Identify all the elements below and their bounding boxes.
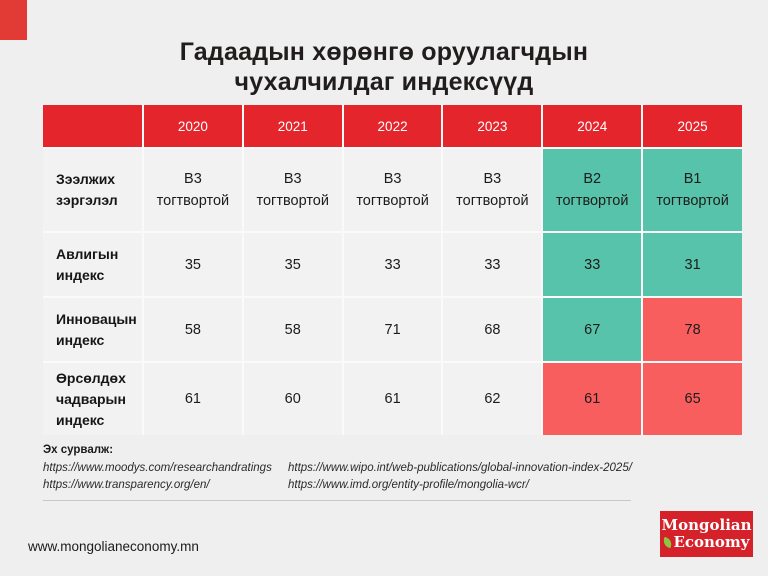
page-title-line1: Гадаадын хөрөнгө оруулагчдын	[179, 38, 589, 66]
table-cell: B3 тогтвортой	[441, 147, 544, 233]
sources-column-right: https://www.wipo.int/web-publications/gl…	[288, 460, 723, 494]
source-url-imd: https://www.imd.org/entity-profile/mongo…	[288, 479, 529, 491]
cell-subtext: тогтвортой	[356, 193, 429, 209]
table-cell: B3 тогтвортой	[142, 147, 244, 233]
sources-block: Эх сурвалж: https://www.moodys.com/resea…	[43, 444, 723, 494]
cell-value: 60	[284, 391, 301, 407]
page-title: Гадаадын хөрөнгө оруулагчдын чухалчилдаг…	[0, 38, 768, 97]
logo-line1: Mongolian	[661, 516, 752, 535]
table-cell: 58	[241, 296, 344, 363]
cell-subtext: тогтвортой	[156, 193, 230, 209]
year-header-2020: 2020	[142, 105, 244, 149]
cell-value: B2	[583, 170, 602, 187]
table-cell-highlight: B1 тогтвортой	[641, 147, 742, 233]
table-cell: B3 тогтвортой	[241, 147, 344, 233]
cell-value: B3	[283, 170, 302, 187]
sources-column-left: https://www.moodys.com/researchandrating…	[43, 460, 288, 494]
cell-value: 31	[684, 256, 701, 273]
indices-table-wrapper: 2020 2021 2022 2023 2024 2025 Зээлжих зэ…	[43, 105, 742, 435]
table-cell-highlight: 65	[641, 361, 742, 435]
cell-value: 61	[584, 391, 601, 407]
cell-value: 33	[584, 256, 601, 273]
table-cell: 71	[341, 296, 444, 363]
page-title-line2: чухалчилдаг индексүүд	[234, 67, 534, 96]
table-header-row: 2020 2021 2022 2023 2024 2025	[43, 105, 742, 149]
cell-value: B3	[184, 170, 202, 187]
table-cell: 58	[142, 296, 244, 363]
table-row-corruption-index: Авлигын индекс 35 35 33 33 33 31	[43, 231, 742, 298]
source-url-transparency: https://www.transparency.org/en/	[43, 479, 210, 491]
mongolian-economy-logo: Mongolian Economy	[660, 511, 753, 557]
cell-value: 61	[384, 391, 401, 407]
cell-value: 65	[684, 391, 701, 407]
cell-subtext: тогтвортой	[256, 193, 329, 209]
cell-value: 35	[184, 256, 201, 273]
indices-table: 2020 2021 2022 2023 2024 2025 Зээлжих зэ…	[43, 105, 742, 435]
cell-value: 62	[484, 391, 501, 407]
leaf-icon	[662, 536, 674, 549]
table-cell: 35	[241, 231, 344, 298]
year-header-2022: 2022	[341, 105, 444, 149]
table-cell: 60	[241, 361, 344, 435]
sources-label: Эх сурвалж:	[43, 444, 114, 456]
cell-value: 58	[184, 321, 201, 338]
table-cell: B3 тогтвортой	[341, 147, 444, 233]
cell-value: 68	[484, 321, 501, 338]
table-row-innovation-index: Инновацын индекс 58 58 71 68 67 78	[43, 296, 742, 363]
footer-divider	[43, 500, 631, 501]
cell-value: 58	[284, 321, 301, 338]
table-cell: 61	[142, 361, 244, 435]
source-url-wipo: https://www.wipo.int/web-publications/gl…	[288, 462, 632, 474]
row-label: Инновацын индекс	[43, 296, 144, 363]
logo-line2-text: Economy	[673, 533, 750, 551]
table-cell-highlight: 33	[541, 231, 644, 298]
table-cell: 33	[341, 231, 444, 298]
cell-value: 71	[384, 321, 401, 338]
table-cell: 33	[441, 231, 544, 298]
table-cell-highlight: 61	[541, 361, 644, 435]
cell-value: 33	[484, 256, 501, 273]
cell-subtext: тогтвортой	[656, 193, 729, 209]
year-header-2025: 2025	[641, 105, 742, 149]
table-cell-highlight: 78	[641, 296, 742, 363]
cell-subtext: тогтвортой	[456, 193, 529, 209]
cell-value: B3	[383, 170, 402, 187]
corner-accent-block	[0, 0, 27, 40]
table-cell-highlight: B2 тогтвортой	[541, 147, 644, 233]
cell-subtext: тогтвортой	[555, 193, 629, 209]
table-cell: 35	[142, 231, 244, 298]
website-url: www.mongolianeconomy.mn	[28, 539, 199, 554]
row-label: Авлигын индекс	[43, 231, 144, 298]
table-row-competitiveness-index: Өрсөлдөх чадварын индекс 61 60 61 62 61 …	[43, 361, 742, 435]
table-cell-highlight: 67	[541, 296, 644, 363]
cell-value: 67	[584, 321, 601, 338]
table-corner-cell	[43, 105, 144, 149]
table-row-credit-rating: Зээлжих зэргэлэл B3 тогтвортой B3 тогтворт…	[43, 147, 742, 233]
year-header-2023: 2023	[441, 105, 544, 149]
cell-value: 33	[384, 256, 401, 273]
cell-value: 78	[684, 321, 701, 338]
table-cell: 68	[441, 296, 544, 363]
row-label: Зээлжих зэргэлэл	[43, 147, 144, 233]
cell-value: B1	[683, 170, 702, 187]
source-url-moodys: https://www.moodys.com/researchandrating…	[43, 462, 272, 474]
table-cell: 62	[441, 361, 544, 435]
cell-value: 35	[284, 256, 301, 273]
year-header-2024: 2024	[541, 105, 644, 149]
cell-value: B3	[483, 170, 502, 187]
table-cell: 61	[341, 361, 444, 435]
table-cell-highlight: 31	[641, 231, 742, 298]
cell-value: 61	[184, 391, 201, 407]
row-label: Өрсөлдөх чадварын индекс	[43, 361, 144, 435]
year-header-2021: 2021	[241, 105, 344, 149]
